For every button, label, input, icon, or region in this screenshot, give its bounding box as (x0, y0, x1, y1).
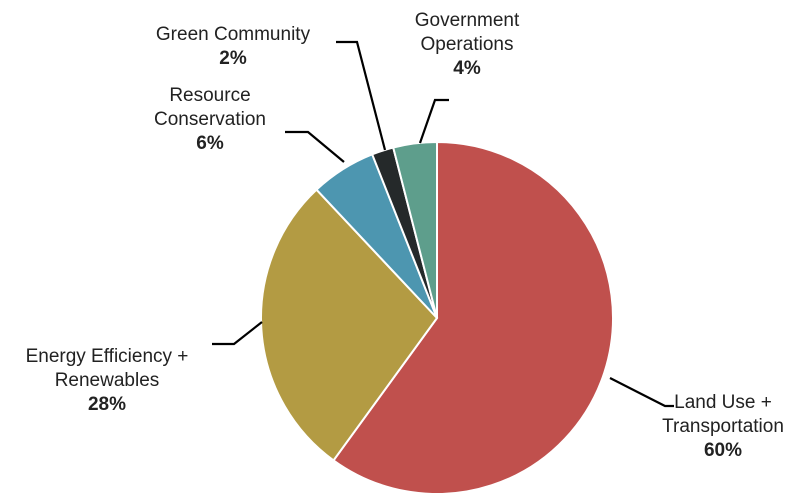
leader-line-government-operations (418, 98, 449, 144)
slice-name-label: Land Use + (674, 392, 772, 413)
slice-label-energy-efficiency-renewables: Energy Efficiency + Renewables 28% (26, 346, 189, 415)
slice-percent-label: 28% (88, 394, 126, 415)
slice-labels: Land Use + Transportation 60% Energy Effici… (26, 10, 784, 461)
slice-label-government-operations: Government Operations 4% (415, 10, 520, 79)
slice-name-label: Government (415, 10, 520, 31)
slice-percent-label: 60% (704, 440, 742, 461)
slice-label-land-use-transportation: Land Use + Transportation 60% (662, 392, 784, 461)
slice-name-label: Operations (421, 34, 514, 55)
slice-name-label: Resource (169, 85, 250, 106)
pie-slice-energy-efficiency-renewables (260, 188, 439, 462)
slice-name-label: Renewables (55, 370, 160, 391)
slice-percent-label: 6% (196, 133, 224, 154)
slice-percent-label: 4% (453, 58, 481, 79)
slice-label-green-community: Green Community 2% (156, 24, 311, 69)
slice-name-label: Energy Efficiency + (26, 346, 189, 367)
slice-label-resource-conservation: Resource Conservation 6% (154, 85, 266, 154)
slice-name-label: Conservation (154, 109, 266, 130)
pie-slices (260, 140, 614, 493)
pie-slice-government-operations (392, 140, 438, 319)
slice-name-label: Green Community (156, 24, 311, 45)
leader-line-green-community (336, 40, 387, 151)
pie-slice-land-use-transportation (332, 140, 614, 493)
slice-percent-label: 2% (219, 48, 247, 69)
leader-lines (212, 40, 674, 408)
leader-line-energy-efficiency-renewables (212, 321, 263, 346)
leader-line-resource-conservation (285, 130, 345, 163)
slice-name-label: Transportation (662, 416, 784, 437)
leader-line-land-use-transportation (609, 377, 674, 408)
